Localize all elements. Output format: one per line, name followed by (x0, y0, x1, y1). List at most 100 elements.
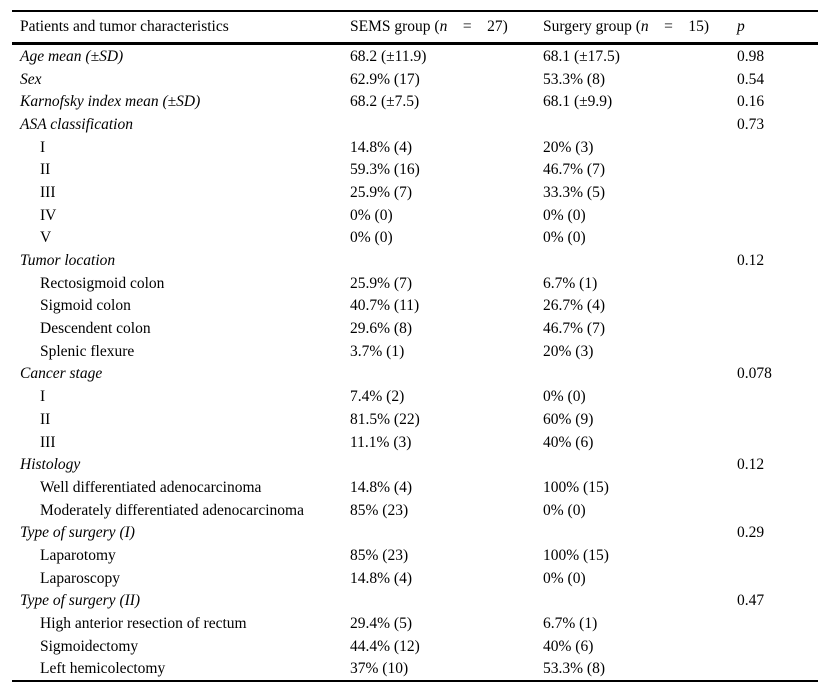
cell-characteristic: ASA classification (20, 115, 133, 133)
cell-characteristic: III (40, 433, 56, 451)
cell-characteristic: V (40, 229, 52, 247)
cell-surgery-value: 100% (15) (543, 478, 609, 496)
cell-surgery-value: 53.3% (8) (543, 70, 605, 88)
cell-characteristic: I (40, 138, 46, 156)
cell-p-value (737, 499, 818, 522)
table-row: Moderately differentiated adenocarcinoma… (12, 499, 818, 522)
table-row: Karnofsky index mean (±SD) 68.2 (±7.5) 68.… (12, 90, 818, 113)
cell-surgery-value: 6.7% (1) (543, 615, 598, 632)
cell-p-value (737, 295, 818, 318)
cell-surgery-value: 40% (6) (543, 433, 594, 451)
table-row: Tumor location 0.12 (12, 249, 818, 272)
cell-p-value (737, 181, 818, 204)
cell-p-value (737, 476, 818, 499)
cell-characteristic: Sigmoid colon (40, 297, 131, 315)
cell-p-value (737, 635, 818, 658)
cell-characteristic: II (40, 410, 51, 428)
table-row: High anterior resection of rectum 29.4% (… (12, 612, 818, 635)
cell-surgery-value (543, 453, 737, 476)
table-row: Age mean (±SD) 68.2 (±11.9) 68.1 (±17.5) 0.… (12, 44, 818, 68)
table-row: I 7.4% (2) 0% (0) (12, 385, 818, 408)
cell-characteristic: Sigmoidectomy (40, 637, 139, 655)
header-row: Patients and tumor characteristics SEMS … (12, 11, 818, 45)
table-row: Type of surgery (II) 0.47 (12, 590, 818, 613)
cell-sems-value: 44.4% (12) (350, 637, 420, 655)
table-row: Rectosigmoid colon 25.9% (7) 6.7% (1) (12, 272, 818, 295)
table-row: Histology 0.12 (12, 453, 818, 476)
cell-surgery-value: 68.1 (±17.5) (543, 47, 620, 65)
cell-characteristic: Laparoscopy (40, 569, 121, 587)
table-header: Patients and tumor characteristics SEMS … (12, 11, 818, 45)
cell-sems-value: 59.3% (16) (350, 161, 420, 179)
cell-sems-value: 68.2 (±7.5) (350, 93, 420, 111)
cell-characteristic: High anterior resection of rectum (40, 615, 247, 632)
cell-characteristic: Histology (20, 456, 81, 474)
table-row: I 14.8% (4) 20% (3) (12, 136, 818, 159)
table-row: II 59.3% (16) 46.7% (7) (12, 158, 818, 181)
cell-surgery-value: 6.7% (1) (543, 274, 598, 292)
table-row: Laparoscopy 14.8% (4) 0% (0) (12, 567, 818, 590)
col-header-p-value: p (737, 11, 818, 45)
cell-p-value: 0.29 (737, 524, 765, 542)
cell-surgery-value: 40% (6) (543, 637, 594, 655)
cell-p-value: 0.73 (737, 115, 765, 133)
cell-p-value (737, 431, 818, 454)
cell-surgery-value (543, 113, 737, 136)
table-row: II 81.5% (22) 60% (9) (12, 408, 818, 431)
cell-surgery-value: 68.1 (±9.9) (543, 93, 613, 111)
cell-surgery-value: 20% (3) (543, 342, 594, 360)
cell-characteristic: Splenic flexure (40, 342, 135, 360)
cell-surgery-value: 46.7% (7) (543, 320, 605, 338)
cell-sems-value: 0% (0) (350, 206, 393, 224)
cell-sems-value (350, 590, 543, 613)
table-row: V 0% (0) 0% (0) (12, 227, 818, 250)
table-row: Splenic flexure 3.7% (1) 20% (3) (12, 340, 818, 363)
cell-p-value: 0.47 (737, 592, 765, 610)
cell-p-value: 0.12 (737, 252, 765, 269)
table-body: Age mean (±SD) 68.2 (±11.9) 68.1 (±17.5) 0.… (12, 44, 818, 682)
table-row: Type of surgery (I) 0.29 (12, 521, 818, 544)
table-row: III 11.1% (3) 40% (6) (12, 431, 818, 454)
table-row: Cancer stage 0.078 (12, 363, 818, 386)
cell-sems-value (350, 249, 543, 272)
cell-sems-value: 85% (23) (350, 546, 409, 564)
patients-tumor-characteristics-table: Patients and tumor characteristics SEMS … (12, 10, 818, 683)
cell-characteristic: Type of surgery (I) (20, 524, 135, 542)
cell-p-value: 0.078 (737, 365, 772, 383)
cell-characteristic: III (40, 183, 56, 201)
cell-p-value (737, 317, 818, 340)
cell-characteristic: Karnofsky index mean (±SD) (20, 93, 201, 111)
cell-surgery-value (543, 249, 737, 272)
col-header-surgery-group: Surgery group (n = 15) (543, 11, 737, 45)
col-header-characteristics-label: Patients and tumor characteristics (20, 18, 229, 36)
cell-p-value (737, 340, 818, 363)
cell-sems-value (350, 113, 543, 136)
cell-surgery-value: 33.3% (5) (543, 183, 605, 201)
cell-surgery-value: 26.7% (4) (543, 297, 605, 315)
cell-sems-value (350, 453, 543, 476)
cell-sems-value: 81.5% (22) (350, 410, 420, 428)
table-row: ASA classification 0.73 (12, 113, 818, 136)
cell-characteristic: Moderately differentiated adenocarcinoma (40, 501, 304, 519)
cell-p-value: 0.16 (737, 93, 765, 111)
table-row: IV 0% (0) 0% (0) (12, 204, 818, 227)
cell-surgery-value: 0% (0) (543, 501, 586, 519)
n-variable: n (439, 18, 448, 36)
cell-characteristic: Laparotomy (40, 546, 116, 564)
cell-p-value (737, 227, 818, 250)
cell-sems-value: 3.7% (1) (350, 342, 405, 360)
table-row: Sigmoid colon 40.7% (11) 26.7% (4) (12, 295, 818, 318)
cell-surgery-value: 53.3% (8) (543, 660, 605, 678)
cell-sems-value: 7.4% (2) (350, 388, 405, 406)
table-row: Well differentiated adenocarcinoma 14.8% … (12, 476, 818, 499)
cell-sems-value: 62.9% (17) (350, 70, 420, 88)
cell-surgery-value: 20% (3) (543, 138, 594, 156)
cell-surgery-value: 60% (9) (543, 410, 594, 428)
cell-characteristic: Rectosigmoid colon (40, 274, 165, 292)
cell-characteristic: Left hemicolectomy (40, 660, 166, 678)
cell-p-value: 0.54 (737, 70, 765, 88)
cell-sems-value: 25.9% (7) (350, 274, 412, 292)
p-variable: p (737, 18, 745, 36)
cell-characteristic: Descendent colon (40, 320, 151, 338)
cell-characteristic: Sex (20, 70, 42, 88)
